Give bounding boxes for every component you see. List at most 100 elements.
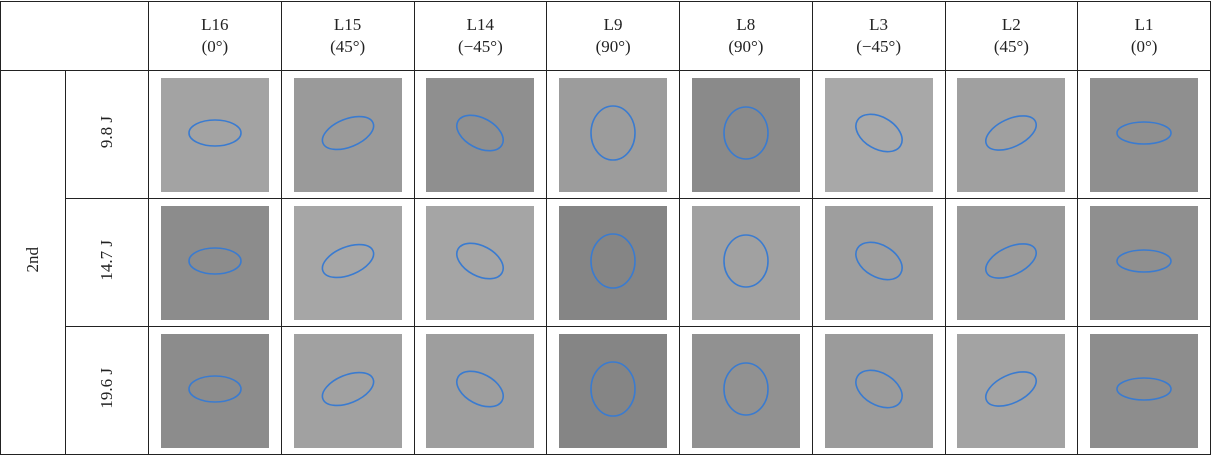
table: L16(0°)L15(45°)L14(−45°)L9(90°)L8(90°)L3… — [0, 1, 1211, 455]
specimen-photo — [559, 334, 667, 448]
specimen-photo — [294, 206, 402, 320]
data-row: 14.7 J — [1, 199, 1211, 327]
specimen-surface — [426, 206, 534, 320]
specimen-photo — [957, 206, 1065, 320]
layer-label: L2 — [946, 14, 1078, 36]
layer-label: L3 — [813, 14, 945, 36]
specimen-photo — [294, 334, 402, 448]
column-header: L14(−45°) — [414, 2, 547, 71]
photo-cell — [680, 199, 813, 327]
photo-cell — [281, 71, 414, 199]
column-header: L8(90°) — [680, 2, 813, 71]
specimen-photo — [1090, 78, 1198, 192]
specimen-surface — [294, 334, 402, 448]
specimen-photo — [294, 78, 402, 192]
specimen-surface — [957, 78, 1065, 192]
photo-cell — [414, 71, 547, 199]
energy-cell: 14.7 J — [66, 199, 149, 327]
column-header: L1(0°) — [1078, 2, 1211, 71]
specimen-photo — [825, 206, 933, 320]
photo-cell — [149, 199, 282, 327]
specimen-surface — [692, 78, 800, 192]
figure-table: L16(0°)L15(45°)L14(−45°)L9(90°)L8(90°)L3… — [0, 0, 1211, 459]
angle-label: (−45°) — [415, 36, 547, 58]
layer-label: L1 — [1078, 14, 1210, 36]
photo-cell — [414, 199, 547, 327]
specimen-photo — [957, 334, 1065, 448]
specimen-surface — [825, 334, 933, 448]
specimen-photo — [692, 334, 800, 448]
specimen-surface — [957, 206, 1065, 320]
photo-cell — [812, 327, 945, 455]
specimen-photo — [426, 78, 534, 192]
specimen-surface — [1090, 206, 1198, 320]
layer-label: L14 — [415, 14, 547, 36]
photo-cell — [1078, 199, 1211, 327]
specimen-surface — [294, 78, 402, 192]
layer-label: L15 — [282, 14, 414, 36]
specimen-surface — [294, 206, 402, 320]
photo-cell — [945, 199, 1078, 327]
specimen-photo — [825, 334, 933, 448]
photo-cell — [547, 71, 680, 199]
specimen-surface — [161, 78, 269, 192]
photo-cell — [149, 327, 282, 455]
angle-label: (90°) — [680, 36, 812, 58]
specimen-photo — [559, 78, 667, 192]
specimen-surface — [559, 78, 667, 192]
photo-cell — [547, 199, 680, 327]
column-header: L15(45°) — [281, 2, 414, 71]
specimen-photo — [825, 78, 933, 192]
layer-label: L8 — [680, 14, 812, 36]
specimen-surface — [825, 206, 933, 320]
specimen-photo — [426, 206, 534, 320]
angle-label: (45°) — [946, 36, 1078, 58]
photo-cell — [1078, 327, 1211, 455]
layer-label: L9 — [547, 14, 679, 36]
energy-label: 19.6 J — [97, 368, 117, 409]
energy-cell: 9.8 J — [66, 71, 149, 199]
angle-label: (−45°) — [813, 36, 945, 58]
specimen-surface — [426, 334, 534, 448]
specimen-surface — [825, 78, 933, 192]
energy-cell: 19.6 J — [66, 327, 149, 455]
specimen-photo — [957, 78, 1065, 192]
photo-cell — [547, 327, 680, 455]
energy-label: 9.8 J — [97, 116, 117, 148]
photo-cell — [945, 327, 1078, 455]
photo-cell — [812, 199, 945, 327]
column-header: L9(90°) — [547, 2, 680, 71]
column-header: L3(−45°) — [812, 2, 945, 71]
specimen-surface — [1090, 78, 1198, 192]
layer-label: L16 — [149, 14, 281, 36]
column-header: L2(45°) — [945, 2, 1078, 71]
specimen-photo — [426, 334, 534, 448]
specimen-photo — [161, 206, 269, 320]
column-header: L16(0°) — [149, 2, 282, 71]
specimen-surface — [957, 334, 1065, 448]
angle-label: (0°) — [149, 36, 281, 58]
photo-cell — [414, 327, 547, 455]
header-row: L16(0°)L15(45°)L14(−45°)L9(90°)L8(90°)L3… — [1, 2, 1211, 71]
corner-cell — [1, 2, 149, 71]
angle-label: (90°) — [547, 36, 679, 58]
specimen-surface — [161, 206, 269, 320]
specimen-photo — [559, 206, 667, 320]
specimen-photo — [692, 78, 800, 192]
photo-cell — [680, 327, 813, 455]
photo-cell — [281, 327, 414, 455]
specimen-surface — [692, 206, 800, 320]
specimen-photo — [1090, 206, 1198, 320]
specimen-photo — [1090, 334, 1198, 448]
specimen-photo — [161, 78, 269, 192]
specimen-photo — [692, 206, 800, 320]
photo-cell — [281, 199, 414, 327]
specimen-surface — [161, 334, 269, 448]
photo-cell — [812, 71, 945, 199]
group-label: 2nd — [23, 247, 43, 273]
photo-cell — [149, 71, 282, 199]
specimen-surface — [1090, 334, 1198, 448]
specimen-surface — [559, 206, 667, 320]
group-cell: 2nd — [1, 71, 66, 455]
